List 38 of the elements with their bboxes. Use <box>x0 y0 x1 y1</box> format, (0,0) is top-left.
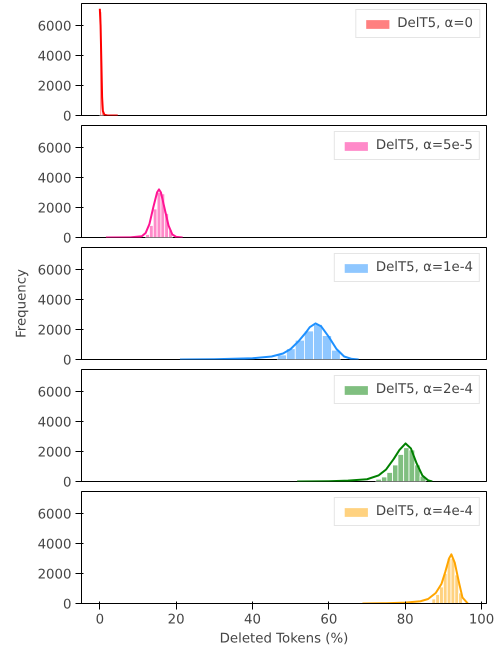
y-tick-label: 0 <box>63 232 72 246</box>
y-tick-label: 2000 <box>38 79 72 94</box>
y-axis-title: Frequency <box>14 268 30 338</box>
y-tick-label: 2000 <box>38 201 72 216</box>
x-tick-label: 60 <box>320 612 338 628</box>
x-tick-label: 100 <box>468 612 494 628</box>
x-tick-label: 40 <box>244 612 261 628</box>
x-tick-label: 20 <box>168 612 185 628</box>
y-tick-label: 6000 <box>38 385 72 400</box>
y-tick-label: 2000 <box>38 445 72 460</box>
y-tick-label: 4000 <box>38 49 72 64</box>
legend-label: DelT5, α=1e-4 <box>376 260 473 275</box>
y-tick-label: 4000 <box>38 293 72 308</box>
y-tick-label: 0 <box>63 110 72 124</box>
y-tick-label: 6000 <box>38 19 72 34</box>
legend-label: DelT5, α=0 <box>397 16 473 31</box>
legend-label: DelT5, α=2e-4 <box>376 382 473 397</box>
line-series <box>296 442 434 482</box>
x-tick-label: 0 <box>96 612 104 628</box>
legend-label: DelT5, α=5e-5 <box>376 138 473 153</box>
y-tick-label: 6000 <box>38 507 72 522</box>
y-tick-label: 0 <box>63 476 72 490</box>
y-tick-label: 4000 <box>38 171 72 186</box>
y-tick-label: 4000 <box>38 415 72 430</box>
y-tick-label: 6000 <box>38 263 72 278</box>
line-series <box>98 8 119 116</box>
y-tick-label: 4000 <box>38 537 72 552</box>
line-series <box>104 188 184 238</box>
x-axis-title: Deleted Tokens (%) <box>220 632 348 646</box>
line-series <box>178 322 360 360</box>
line-series <box>361 553 469 604</box>
y-tick-label: 0 <box>63 598 72 612</box>
y-tick-label: 2000 <box>38 323 72 338</box>
y-tick-label: 0 <box>63 354 72 368</box>
y-tick-label: 2000 <box>38 567 72 582</box>
x-tick-label: 80 <box>396 612 414 628</box>
y-tick-label: 6000 <box>38 141 72 156</box>
legend-label: DelT5, α=4e-4 <box>376 504 473 519</box>
